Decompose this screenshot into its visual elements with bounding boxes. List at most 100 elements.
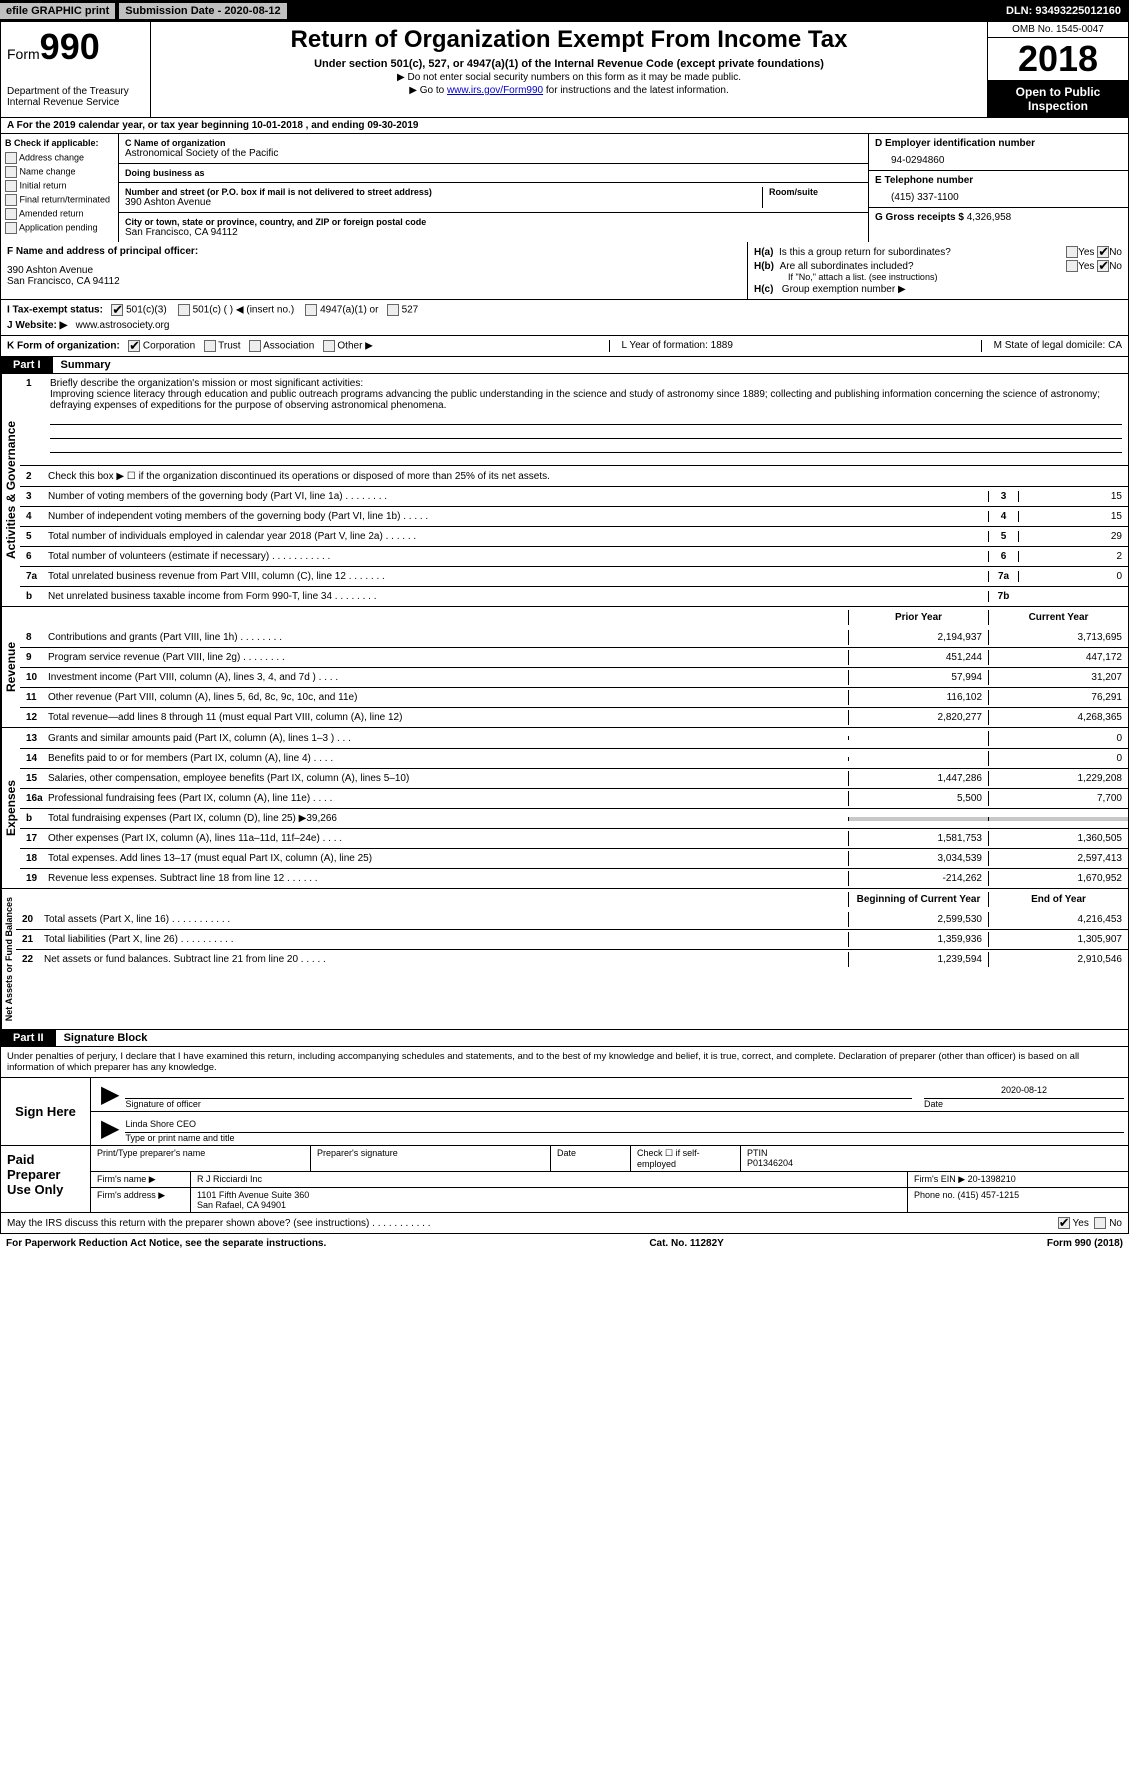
chk-other[interactable] [323,340,335,352]
line-12: 12Total revenue—add lines 8 through 11 (… [20,707,1128,727]
header-right: OMB No. 1545-0047 2018 Open to PublicIns… [988,22,1128,117]
line-13: 13Grants and similar amounts paid (Part … [20,728,1128,748]
line-1-num: 1 [26,378,50,389]
m-state: M State of legal domicile: CA [981,340,1122,352]
irs-discuss-q: May the IRS discuss this return with the… [7,1218,1058,1229]
street-label: Number and street (or P.O. box if mail i… [125,187,762,197]
col-b-title: B Check if applicable: [5,138,114,148]
hb-yes-check[interactable] [1066,260,1078,272]
cat-no: Cat. No. 11282Y [649,1238,723,1249]
chk-name-change[interactable]: Name change [5,166,114,178]
col-c: C Name of organization Astronomical Soci… [119,134,868,242]
chk-527[interactable] [387,304,399,316]
form-title: Return of Organization Exempt From Incom… [159,26,979,54]
dept-treasury: Department of the Treasury [7,86,144,97]
ha-yes-check[interactable] [1066,246,1078,258]
chk-trust[interactable] [204,340,216,352]
chk-501c[interactable] [178,304,190,316]
efile-badge: efile GRAPHIC print [0,3,115,19]
chk-assoc[interactable] [249,340,261,352]
line-10: 10Investment income (Part VIII, column (… [20,667,1128,687]
irs-discuss-row: May the IRS discuss this return with the… [0,1213,1129,1234]
section-activities-governance: Activities & Governance 1 Briefly descri… [0,374,1129,607]
prior-year-hdr: Prior Year [848,610,988,625]
netassets-year-header: Beginning of Current Year End of Year [16,889,1128,909]
tel-value: (415) 337-1100 [875,186,1122,203]
row-a-tax-year: A For the 2019 calendar year, or tax yea… [0,118,1129,134]
part2-title: Signature Block [56,1030,156,1046]
page-footer: For Paperwork Reduction Act Notice, see … [0,1234,1129,1253]
vlabel-ag: Activities & Governance [1,374,20,606]
ein-value: 94-0294860 [875,149,1122,166]
line-20: 20Total assets (Part X, line 16) . . . .… [16,909,1128,929]
part2-header: Part II Signature Block [0,1030,1129,1047]
row-fh: F Name and address of principal officer:… [0,242,1129,300]
chk-corp[interactable] [128,340,140,352]
chk-final-return[interactable]: Final return/terminated [5,194,114,206]
ha-label: H(a) [754,247,773,258]
hb-no-check[interactable] [1097,260,1109,272]
officer-name: Linda Shore CEO [125,1119,1124,1133]
chk-application-pending[interactable]: Application pending [5,222,114,234]
chk-initial-return[interactable]: Initial return [5,180,114,192]
sig-date-value: 2020-08-12 [924,1085,1124,1099]
mission-block: 1 Briefly describe the organization's mi… [20,374,1128,466]
vlabel-net-assets: Net Assets or Fund Balances [1,889,16,1029]
line-15: 15Salaries, other compensation, employee… [20,768,1128,788]
firm-addr-1: 1101 Fifth Avenue Suite 360 [197,1190,901,1200]
prep-self-employed[interactable]: Check ☐ if self-employed [631,1146,741,1171]
line-18: 18Total expenses. Add lines 13–17 (must … [20,848,1128,868]
org-name-label: C Name of organization [125,138,862,148]
sig-date-label: Date [924,1099,1124,1109]
city-value: San Francisco, CA 94112 [125,227,862,238]
chk-amended[interactable]: Amended return [5,208,114,220]
irs-label: Internal Revenue Service [7,97,144,108]
firm-ein-label: Firm's EIN ▶ [914,1174,965,1184]
row-h: H(a) Is this a group return for subordin… [748,242,1128,299]
header-mid: Return of Organization Exempt From Incom… [151,22,988,117]
discuss-yes-check[interactable] [1058,1217,1070,1229]
section-net-assets: Net Assets or Fund Balances Beginning of… [0,889,1129,1030]
firm-addr-label: Firm's address ▶ [91,1188,191,1212]
i-label: I Tax-exempt status: [7,305,103,316]
officer-name-label: Type or print name and title [125,1133,1124,1143]
line-17: 17Other expenses (Part IX, column (A), l… [20,828,1128,848]
line-7a: 7aTotal unrelated business revenue from … [20,566,1128,586]
line-5: 5Total number of individuals employed in… [20,526,1128,546]
chk-address-change[interactable]: Address change [5,152,114,164]
discuss-no-check[interactable] [1094,1217,1106,1229]
line-3: 3Number of voting members of the governi… [20,486,1128,506]
sign-arrow-icon: ▶ [95,1080,125,1109]
paid-preparer-label: Paid Preparer Use Only [1,1146,91,1212]
part1-title: Summary [53,357,119,373]
k-label: K Form of organization: [7,341,120,352]
dba-label: Doing business as [125,168,862,178]
submission-date: Submission Date - 2020-08-12 [119,3,286,19]
line-4: 4Number of independent voting members of… [20,506,1128,526]
mission-text: Improving science literacy through educa… [50,389,1122,411]
row-f: F Name and address of principal officer:… [1,242,748,299]
tax-year: 2018 [988,38,1128,81]
line-9: 9Program service revenue (Part VIII, lin… [20,647,1128,667]
website-value: www.astrosociety.org [76,320,170,331]
tel-label: E Telephone number [875,175,1122,186]
vlabel-expenses: Expenses [1,728,20,888]
current-year-hdr: Current Year [988,610,1128,625]
ha-no-check[interactable] [1097,246,1109,258]
form-ref: Form 990 (2018) [1047,1238,1123,1249]
firm-phone: Phone no. (415) 457-1215 [908,1188,1128,1212]
form-subtitle-2: ▶ Do not enter social security numbers o… [159,72,979,83]
ptin-value: P01346204 [747,1158,1122,1168]
irs-link[interactable]: www.irs.gov/Form990 [447,85,543,96]
line-14: 14Benefits paid to or for members (Part … [20,748,1128,768]
street-value: 390 Ashton Avenue [125,197,762,208]
col-d: D Employer identification number 94-0294… [868,134,1128,242]
begin-year-hdr: Beginning of Current Year [848,892,988,907]
firm-name-value: R J Ricciardi Inc [191,1172,908,1187]
chk-501c3[interactable] [111,304,123,316]
line-b: bTotal fundraising expenses (Part IX, co… [20,808,1128,828]
chk-4947[interactable] [305,304,317,316]
gross-label: G Gross receipts $ [875,212,964,223]
form-prefix: Form [7,46,40,62]
line-8: 8Contributions and grants (Part VIII, li… [20,627,1128,647]
